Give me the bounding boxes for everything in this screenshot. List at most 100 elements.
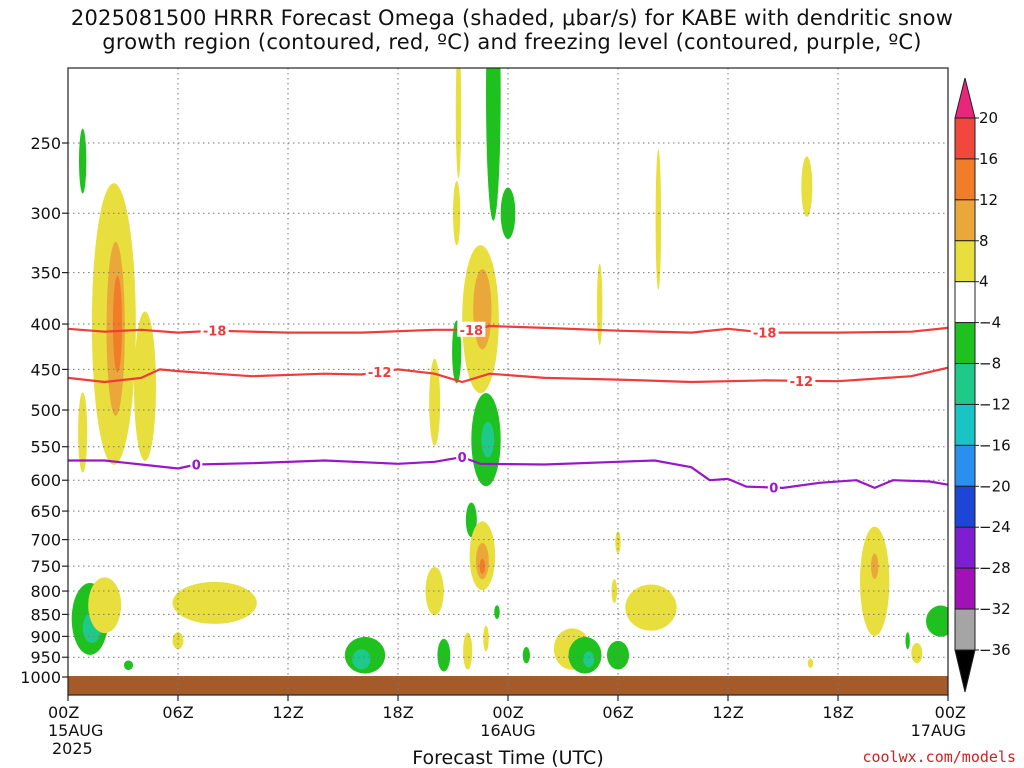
colorbar-box-0: [954, 117, 976, 160]
y-tick-label-1000: 1000: [20, 668, 61, 687]
x-tick-label-42: 18Z: [822, 703, 853, 722]
y-tick-label-750: 750: [30, 557, 61, 576]
y-tick-label-650: 650: [30, 502, 61, 521]
y-tick-label-450: 450: [30, 360, 61, 379]
x-tick-label-0: 00Z: [48, 703, 79, 722]
contour-label-1-1: -12: [790, 375, 814, 390]
omega-region-30: [437, 638, 451, 672]
colorbar-box-6: [954, 363, 976, 405]
colorbar-label-3: 8: [979, 232, 989, 250]
omega-region-5: [79, 128, 87, 194]
x-tick-label-30: 06Z: [602, 703, 633, 722]
omega-region-49: [807, 658, 814, 669]
grid-lines: [67, 68, 949, 695]
omega-region-29: [352, 649, 371, 670]
omega-region-46: [905, 632, 910, 650]
omega-region-7: [453, 181, 461, 246]
colorbar: 20 16 12 8 4 −4 −8 −12 −16 −20 −24 −28 −32 −36: [954, 77, 1011, 693]
omega-region-24: [88, 577, 122, 634]
contour-label-bg-2-1: [456, 449, 469, 465]
colorbar-box-4: [954, 281, 976, 324]
contour-label-0-1: -18: [460, 324, 484, 339]
x-tick-label-36: 12Z: [712, 703, 743, 722]
omega-region-2: [112, 275, 123, 373]
y-tick-label-500: 500: [30, 401, 61, 420]
contour-label-2-1: 0: [458, 451, 467, 466]
colorbar-box-3: [954, 240, 976, 283]
contour-label-bg-2-0: [190, 456, 203, 472]
omega-region-40: [625, 584, 677, 631]
colorbar-label-11: −28: [979, 559, 1011, 577]
omega-region-10: [486, 68, 501, 221]
omega-region-31: [463, 632, 473, 670]
colorbar-bottom-arrow: [954, 649, 976, 693]
y-tick-label-900: 900: [30, 627, 61, 646]
colorbar-label-8: −16: [979, 436, 1011, 454]
omega-region-15: [481, 421, 495, 458]
colorbar-label-10: −24: [979, 518, 1011, 536]
contour-label-1-0: -12: [368, 366, 392, 381]
x-tick-label-24: 00Z: [492, 703, 523, 722]
y-tick-label-800: 800: [30, 582, 61, 601]
contour-label-2-0: 0: [192, 459, 201, 474]
y-tick-label-700: 700: [30, 531, 61, 550]
omega-region-25: [123, 660, 134, 671]
contour-label-bg-0-1: [457, 321, 486, 337]
omega-region-36: [583, 651, 595, 668]
y-tick-label-300: 300: [30, 204, 61, 223]
omega-region-45: [871, 553, 879, 580]
omega-region-4: [78, 392, 88, 473]
omega-region-44: [860, 526, 890, 636]
omega-region-33: [522, 647, 530, 664]
contour-label-bg-0-2: [750, 324, 779, 340]
contour-label-2-2: 0: [769, 482, 778, 497]
colorbar-box-7: [954, 403, 976, 446]
x-tick-date-48: 17AUG: [911, 721, 966, 740]
y-tick-label-250: 250: [30, 134, 61, 153]
ground-surface: [68, 676, 948, 695]
chart-title-line1: 2025081500 HRRR Forecast Omega (shaded, …: [70, 6, 954, 30]
omega-region-43: [801, 156, 813, 217]
omega-region-13: [429, 358, 441, 446]
temperature-contours: -18 -18 -18 -12 -12 0 0 0: [68, 321, 948, 497]
colorbar-box-10: [954, 526, 976, 569]
colorbar-label-13: −36: [979, 641, 1011, 659]
y-tick-label-350: 350: [30, 264, 61, 283]
colorbar-box-11: [954, 567, 976, 610]
omega-region-48: [911, 642, 923, 664]
omega-region-19: [479, 558, 486, 574]
omega-region-39: [615, 531, 621, 554]
omega-region-37: [607, 640, 629, 670]
y-tick-label-600: 600: [30, 471, 61, 490]
x-tick-label-48: 00Z: [935, 703, 966, 722]
x-tick-date-24: 16AUG: [480, 721, 535, 740]
colorbar-box-12: [954, 608, 976, 651]
colorbar-label-5: −4: [979, 314, 1001, 332]
omega-region-6: [455, 68, 462, 179]
omega-region-42: [655, 149, 662, 290]
chart-title-line2: growth region (contoured, red, ºC) and f…: [102, 30, 922, 54]
y-tick-label-950: 950: [30, 648, 61, 667]
y-tick-label-400: 400: [30, 315, 61, 334]
x-tick-label-18: 18Z: [382, 703, 413, 722]
contour-label-0-0: -18: [203, 325, 227, 340]
contour-label-bg-0-0: [200, 322, 229, 338]
y-axis: 250 300 350 400 450 500 550 600 650 700 750 800 850 9…: [20, 134, 68, 687]
contour-label-bg-2-2: [767, 479, 780, 495]
omega-region-3: [134, 311, 156, 461]
omega-region-47: [926, 605, 948, 637]
colorbar-label-2: 12: [979, 191, 998, 209]
x-tick-year-0: 2025: [52, 739, 93, 758]
omega-region-32: [483, 625, 489, 652]
colorbar-box-5: [954, 322, 976, 365]
colorbar-label-4: 4: [979, 273, 989, 291]
y-tick-label-550: 550: [30, 438, 61, 457]
colorbar-label-1: 16: [979, 150, 998, 168]
contour-label-bg-1-1: [787, 372, 816, 388]
colorbar-box-9: [954, 485, 976, 528]
x-tick-label-12: 12Z: [272, 703, 303, 722]
contour-label-0-2: -18: [753, 327, 777, 342]
omega-region-26: [172, 581, 257, 624]
contour-line-1: [68, 366, 948, 384]
